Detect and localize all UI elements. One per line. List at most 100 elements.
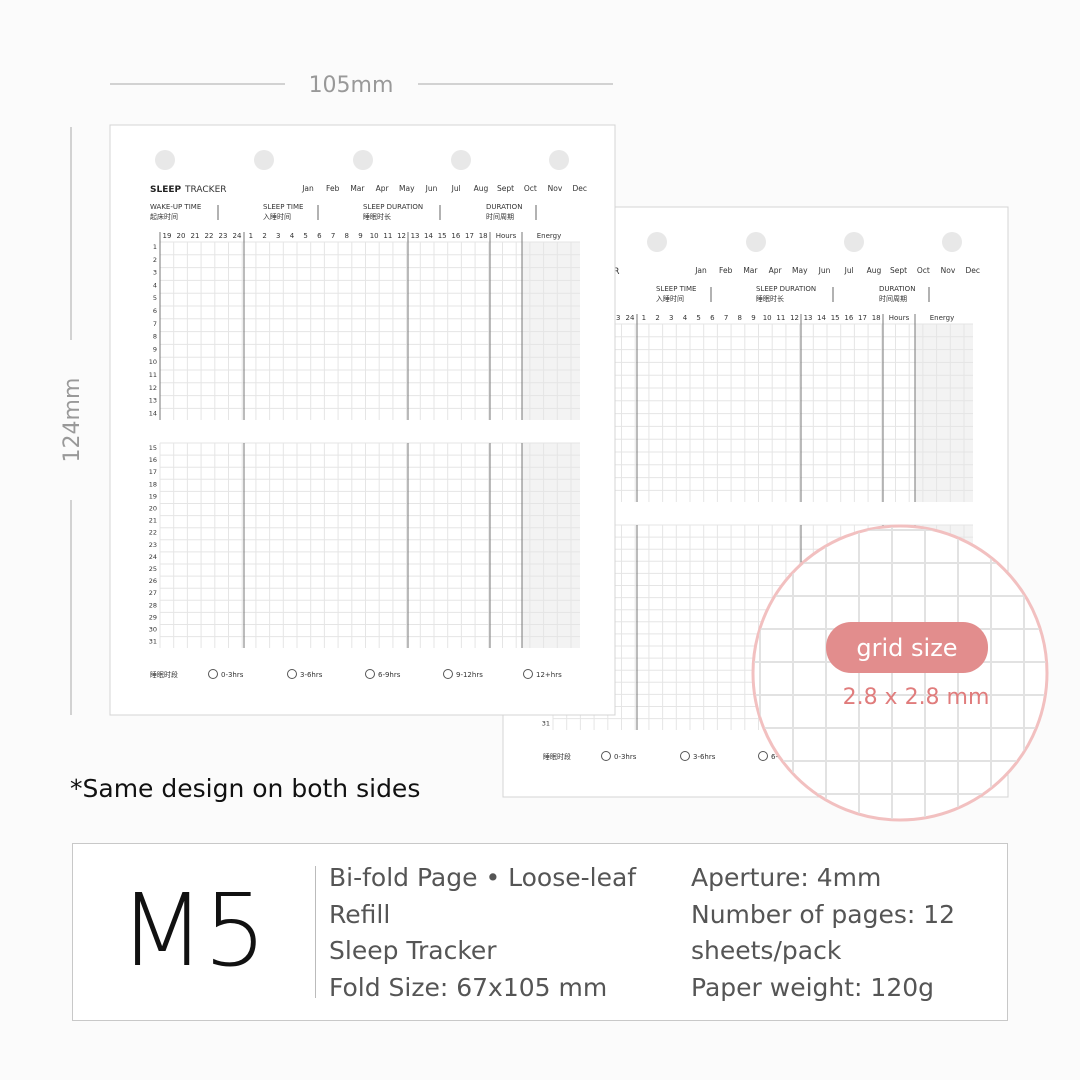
punch-hole: [353, 150, 373, 170]
day-label: 28: [149, 601, 157, 609]
option-circle: [208, 669, 218, 679]
header-zh: 时间周期: [486, 212, 514, 221]
day-label: 2: [153, 256, 157, 264]
hour-label: 14: [424, 232, 433, 240]
hour-label: 13: [804, 314, 813, 322]
note: *Same design on both sides: [70, 774, 421, 803]
hour-label: 7: [724, 314, 728, 322]
option-label: 3-6hrs: [693, 753, 716, 761]
header-en: WAKE-UP TIME: [150, 203, 201, 211]
hour-label: 3: [669, 314, 673, 322]
option-label: 12+hrs: [536, 671, 562, 679]
hour-label: 11: [776, 314, 785, 322]
day-label: 14: [149, 409, 157, 417]
header-zh: 睡眠时长: [363, 212, 391, 221]
day-label: 6: [153, 307, 157, 315]
energy-area: [522, 242, 580, 420]
month: May: [399, 184, 415, 193]
detail-line: Sleep Tracker: [329, 936, 497, 965]
option-circle: [365, 669, 375, 679]
punch-hole: [155, 150, 175, 170]
header-zh: 睡眠时长: [756, 294, 784, 303]
month: Nov: [548, 184, 563, 193]
width-label: 105mm: [309, 73, 394, 98]
hour-label: 15: [438, 232, 447, 240]
day-label: 1: [153, 243, 157, 251]
hour-label: 18: [479, 232, 488, 240]
option-label: 0-3hrs: [221, 671, 244, 679]
title: TRACKER: [184, 185, 227, 195]
hour-label: 9: [751, 314, 755, 322]
header-zh: 入睡时间: [263, 212, 291, 221]
detail-line: Paper weight: 120g: [691, 972, 934, 1002]
month: Sept: [497, 184, 514, 193]
month: Mar: [350, 184, 365, 193]
hour-label: 10: [763, 314, 772, 322]
hour-label: 24: [233, 232, 242, 240]
month: Feb: [719, 266, 733, 275]
hour-label: 4: [683, 314, 688, 322]
option-circle: [601, 751, 611, 761]
month: Jan: [301, 184, 314, 193]
day-label: 7: [153, 320, 157, 328]
day-label: 11: [149, 371, 157, 379]
hour-label: 16: [844, 314, 853, 322]
month: Jun: [818, 266, 831, 275]
hour-label: 17: [858, 314, 867, 322]
hour-label: 5: [303, 232, 307, 240]
option-circle: [443, 669, 453, 679]
hour-label: 21: [191, 232, 200, 240]
hour-label: 24: [626, 314, 635, 322]
punch-hole: [647, 232, 667, 252]
hours-label: Hours: [496, 232, 517, 240]
hour-label: 23: [219, 232, 228, 240]
option-label: 0-3hrs: [614, 753, 637, 761]
day-label: 20: [149, 505, 157, 513]
day-label: 31: [149, 638, 157, 646]
month: Jan: [694, 266, 707, 275]
day-label: 5: [153, 294, 157, 302]
hour-label: 2: [655, 314, 659, 322]
hour-label: 12: [790, 314, 799, 322]
day-label: 30: [149, 626, 157, 634]
header-en: DURATION: [879, 285, 915, 293]
product-box: M5 Bi-fold Page • Loose-leaf Refill Sleep…: [72, 843, 1008, 1021]
day-label: 16: [149, 456, 157, 464]
energy-area: [522, 443, 580, 648]
day-label: 15: [149, 444, 157, 452]
month: Feb: [326, 184, 340, 193]
energy-label: Energy: [537, 232, 562, 240]
energy-label: Energy: [930, 314, 955, 322]
header-zh: 时间周期: [879, 294, 907, 303]
hour-label: 18: [872, 314, 881, 322]
punch-hole: [844, 232, 864, 252]
punch-hole: [746, 232, 766, 252]
day-label: 25: [149, 565, 157, 573]
header-en: SLEEP DURATION: [756, 285, 816, 293]
punch-hole: [451, 150, 471, 170]
day-label: 29: [149, 613, 157, 621]
hour-label: 3: [276, 232, 280, 240]
day-label: 19: [149, 492, 157, 500]
month: Mar: [743, 266, 758, 275]
month: Nov: [941, 266, 956, 275]
title-bold: SLEEP: [150, 185, 182, 195]
day-label: 10: [149, 358, 157, 366]
hour-label: 2: [262, 232, 266, 240]
hour-label: 5: [696, 314, 700, 322]
month: Apr: [769, 266, 783, 275]
divider: [315, 866, 316, 998]
option-circle: [758, 751, 768, 761]
header-zh: 起床时间: [150, 212, 178, 221]
hour-label: 7: [331, 232, 335, 240]
month: Oct: [524, 184, 537, 193]
hour-label: 9: [358, 232, 362, 240]
day-label: 4: [153, 281, 157, 289]
day-label: 27: [149, 589, 157, 597]
option-circle: [523, 669, 533, 679]
grid-size-label: grid size: [856, 634, 957, 662]
hour-label: 16: [451, 232, 460, 240]
day-label: 12: [149, 384, 157, 392]
hour-label: 14: [817, 314, 826, 322]
